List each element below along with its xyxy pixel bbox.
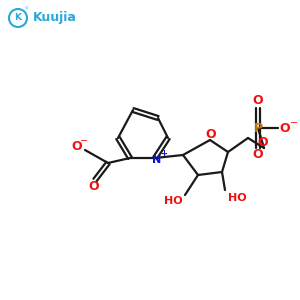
Text: Kuujia: Kuujia xyxy=(33,11,77,25)
Text: O: O xyxy=(72,140,82,154)
Text: O: O xyxy=(258,136,268,148)
Text: O: O xyxy=(253,94,263,107)
Text: O: O xyxy=(253,148,263,161)
Text: K: K xyxy=(14,14,22,22)
Text: −: − xyxy=(290,118,298,128)
Text: O: O xyxy=(89,181,99,194)
Text: HO: HO xyxy=(164,196,182,206)
Text: +: + xyxy=(160,149,167,158)
Text: N: N xyxy=(152,155,162,165)
Text: O: O xyxy=(206,128,216,142)
Text: −: − xyxy=(80,136,88,146)
Text: P: P xyxy=(254,122,262,134)
Text: °: ° xyxy=(24,7,28,13)
Text: HO: HO xyxy=(228,193,246,203)
Text: O: O xyxy=(280,122,290,134)
